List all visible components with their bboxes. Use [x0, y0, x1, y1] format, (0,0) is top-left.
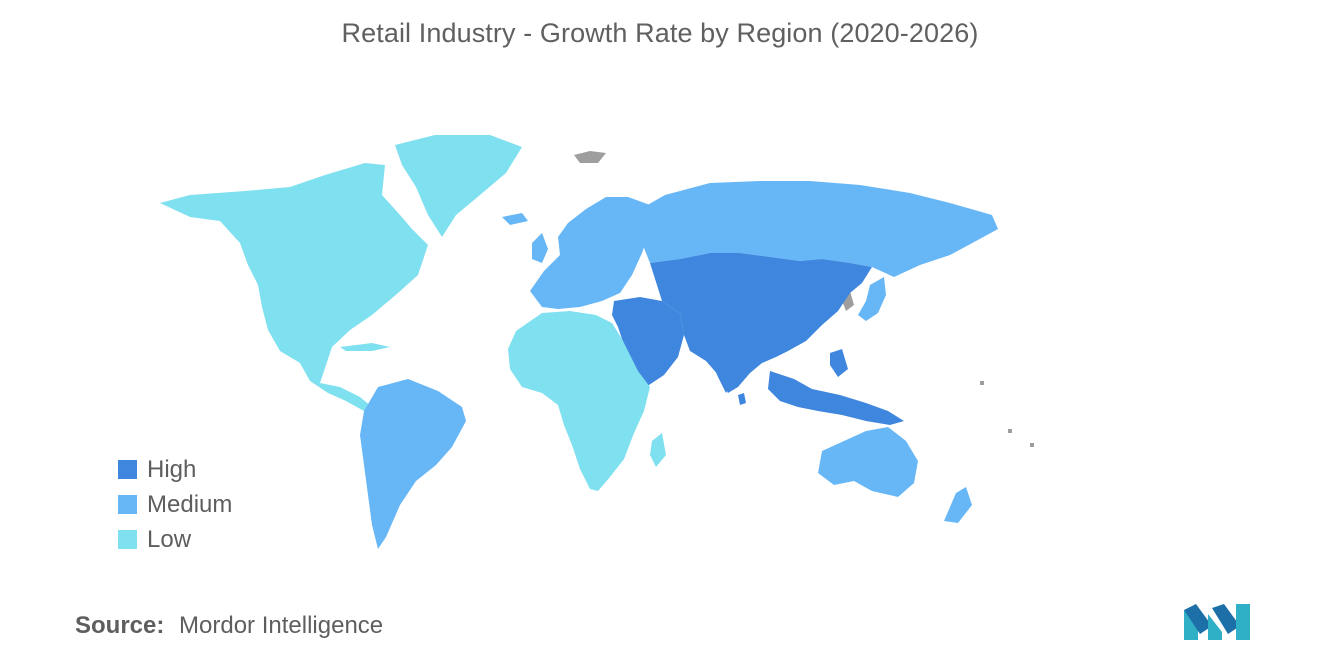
region-japan	[858, 277, 886, 321]
region-caribbean	[340, 343, 390, 351]
region-kamchatka	[920, 231, 950, 259]
region-philippines	[830, 349, 848, 377]
region-asia-high	[650, 253, 872, 393]
legend-item-low: Low	[118, 522, 232, 557]
region-new-zealand	[944, 487, 972, 523]
region-sri-lanka	[738, 393, 746, 405]
region-australia	[818, 427, 918, 497]
region-north-america	[160, 163, 428, 383]
region-greenland	[395, 135, 522, 237]
region-south-america	[360, 379, 466, 549]
legend-label-medium: Medium	[147, 490, 233, 518]
region-svalbard	[574, 151, 606, 163]
legend-swatch-high	[118, 460, 137, 479]
region-pacific-islands	[980, 381, 1034, 447]
mordor-intelligence-logo-icon	[1184, 604, 1250, 640]
legend-label-high: High	[147, 455, 197, 483]
legend-item-high: High	[118, 452, 232, 487]
legend-item-medium: Medium	[118, 487, 232, 522]
region-middle-east	[612, 297, 684, 387]
map-legend: High Medium Low	[118, 452, 232, 557]
region-southeast-asia	[768, 371, 904, 425]
legend-swatch-low	[118, 530, 137, 549]
region-uk	[532, 233, 548, 263]
region-india	[706, 329, 754, 393]
source-credit: Source: Mordor Intelligence	[75, 612, 383, 640]
region-central-america	[300, 363, 372, 411]
region-africa	[508, 311, 650, 491]
legend-swatch-medium	[118, 495, 137, 514]
region-iceland	[502, 213, 528, 225]
source-value: Mordor Intelligence	[179, 612, 384, 639]
chart-title: Retail Industry - Growth Rate by Region …	[341, 18, 979, 48]
region-madagascar	[650, 433, 666, 467]
source-label: Source:	[75, 612, 165, 639]
region-europe	[530, 197, 650, 309]
legend-label-low: Low	[147, 525, 192, 553]
world-map	[160, 135, 1034, 549]
